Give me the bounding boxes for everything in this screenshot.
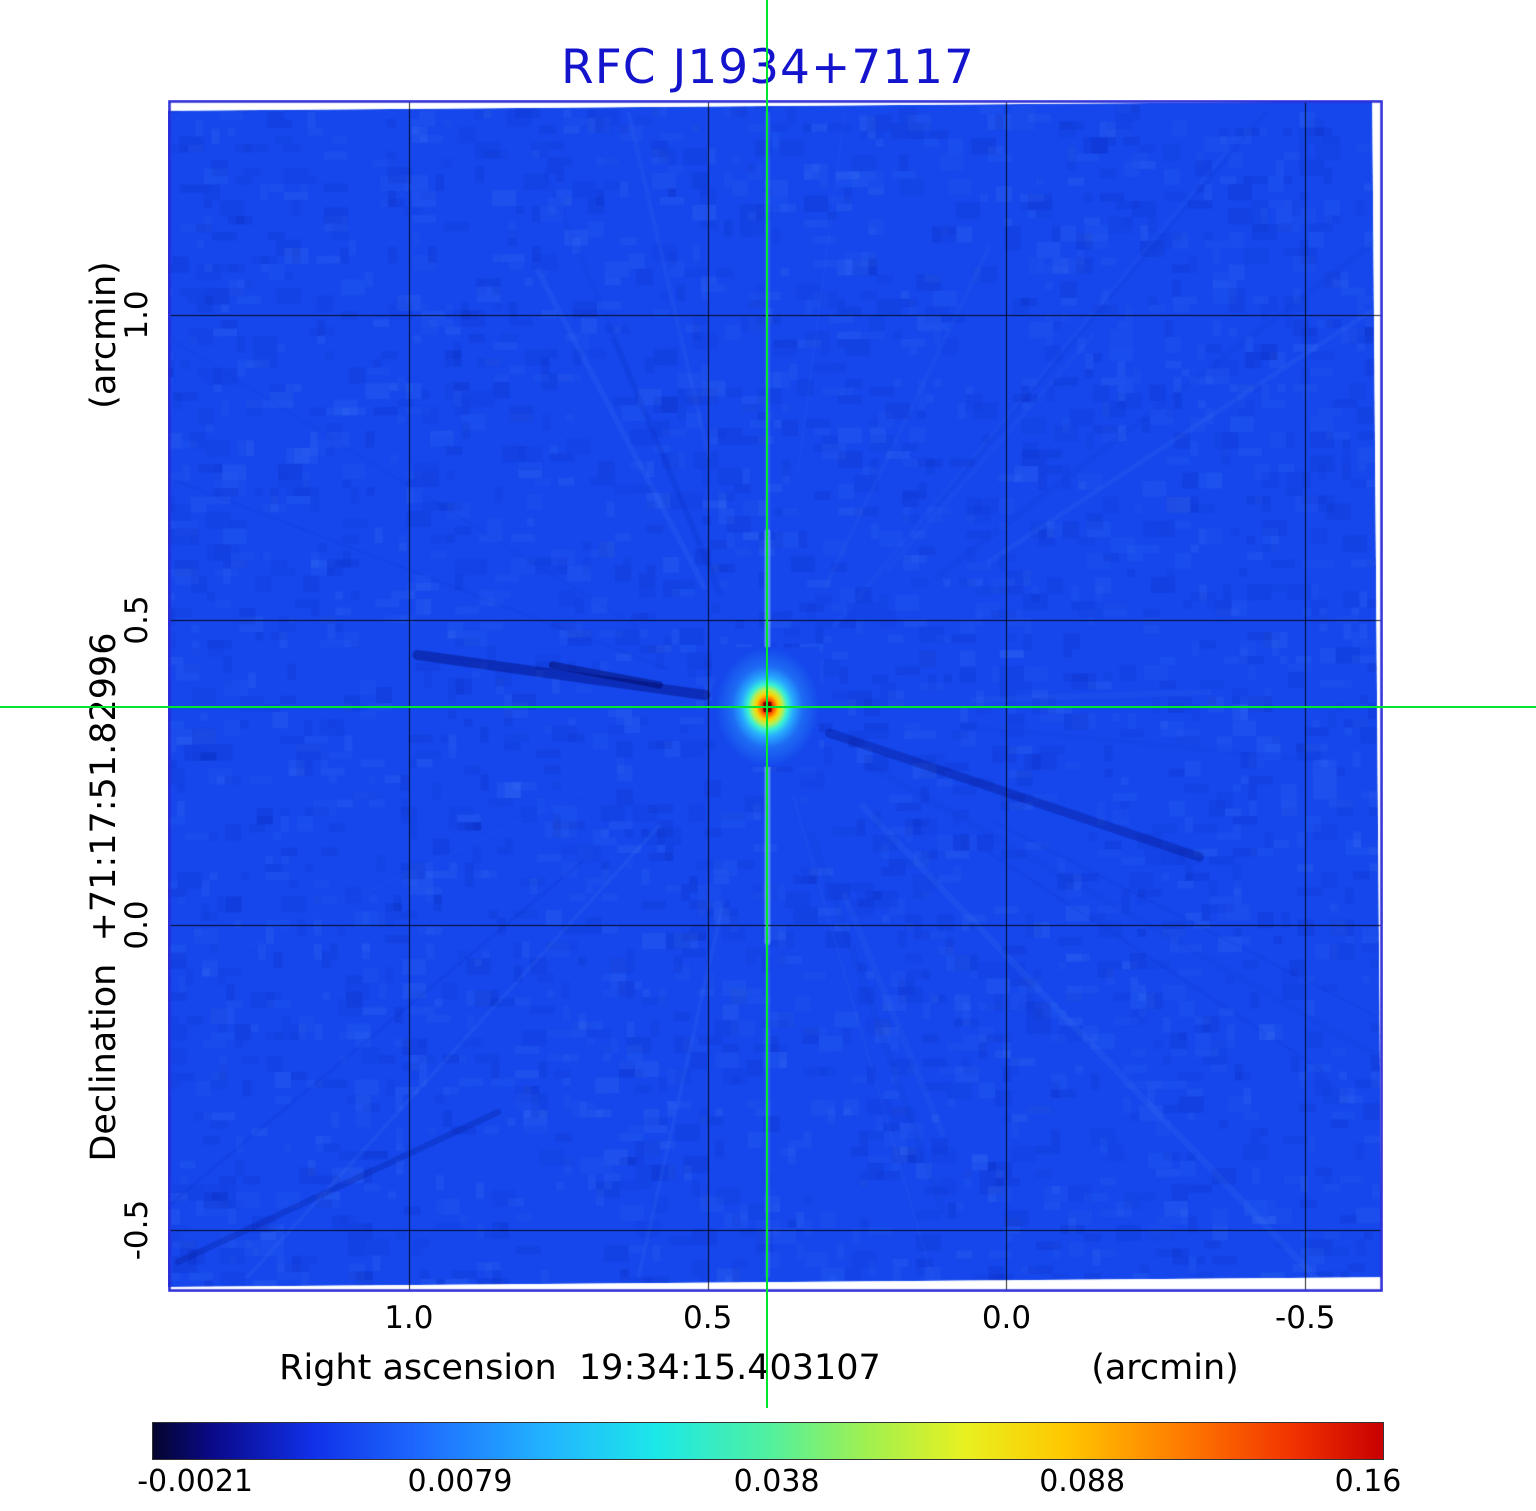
y-tick-label: 1.0	[119, 290, 155, 340]
colorbar-tick-label: 0.16	[1334, 1464, 1402, 1499]
y-tick-label: -0.5	[119, 1199, 155, 1261]
crosshair-vertical-line	[766, 0, 769, 1408]
crosshair-horizontal-line	[0, 705, 1536, 708]
y-tick-label: 0.0	[119, 900, 155, 950]
colorbar-tick-label: 0.088	[1039, 1464, 1126, 1499]
x-tick-label: 1.0	[384, 1300, 434, 1336]
y-tick-label: 0.5	[119, 595, 155, 645]
plot-title: RFC J1934+7117	[561, 40, 975, 95]
colorbar-tick-label: 0.0079	[407, 1464, 513, 1499]
sky-map-canvas	[168, 100, 1383, 1292]
colorbar-gradient	[152, 1422, 1384, 1460]
x-axis-label: Right ascension 19:34:15.403107	[279, 1348, 881, 1388]
sky-map-plot	[168, 100, 1383, 1292]
colorbar-tick-label: 0.038	[733, 1464, 820, 1499]
x-tick-label: -0.5	[1275, 1300, 1336, 1336]
x-axis-unit: (arcmin)	[1091, 1348, 1239, 1388]
y-axis-label: Declination +71:17:51.82996	[84, 632, 124, 1162]
y-axis-unit: (arcmin)	[84, 261, 124, 409]
x-tick-label: 0.0	[981, 1300, 1032, 1336]
x-tick-label: 0.5	[683, 1300, 733, 1336]
colorbar-tick-label: -0.0021	[137, 1464, 254, 1499]
